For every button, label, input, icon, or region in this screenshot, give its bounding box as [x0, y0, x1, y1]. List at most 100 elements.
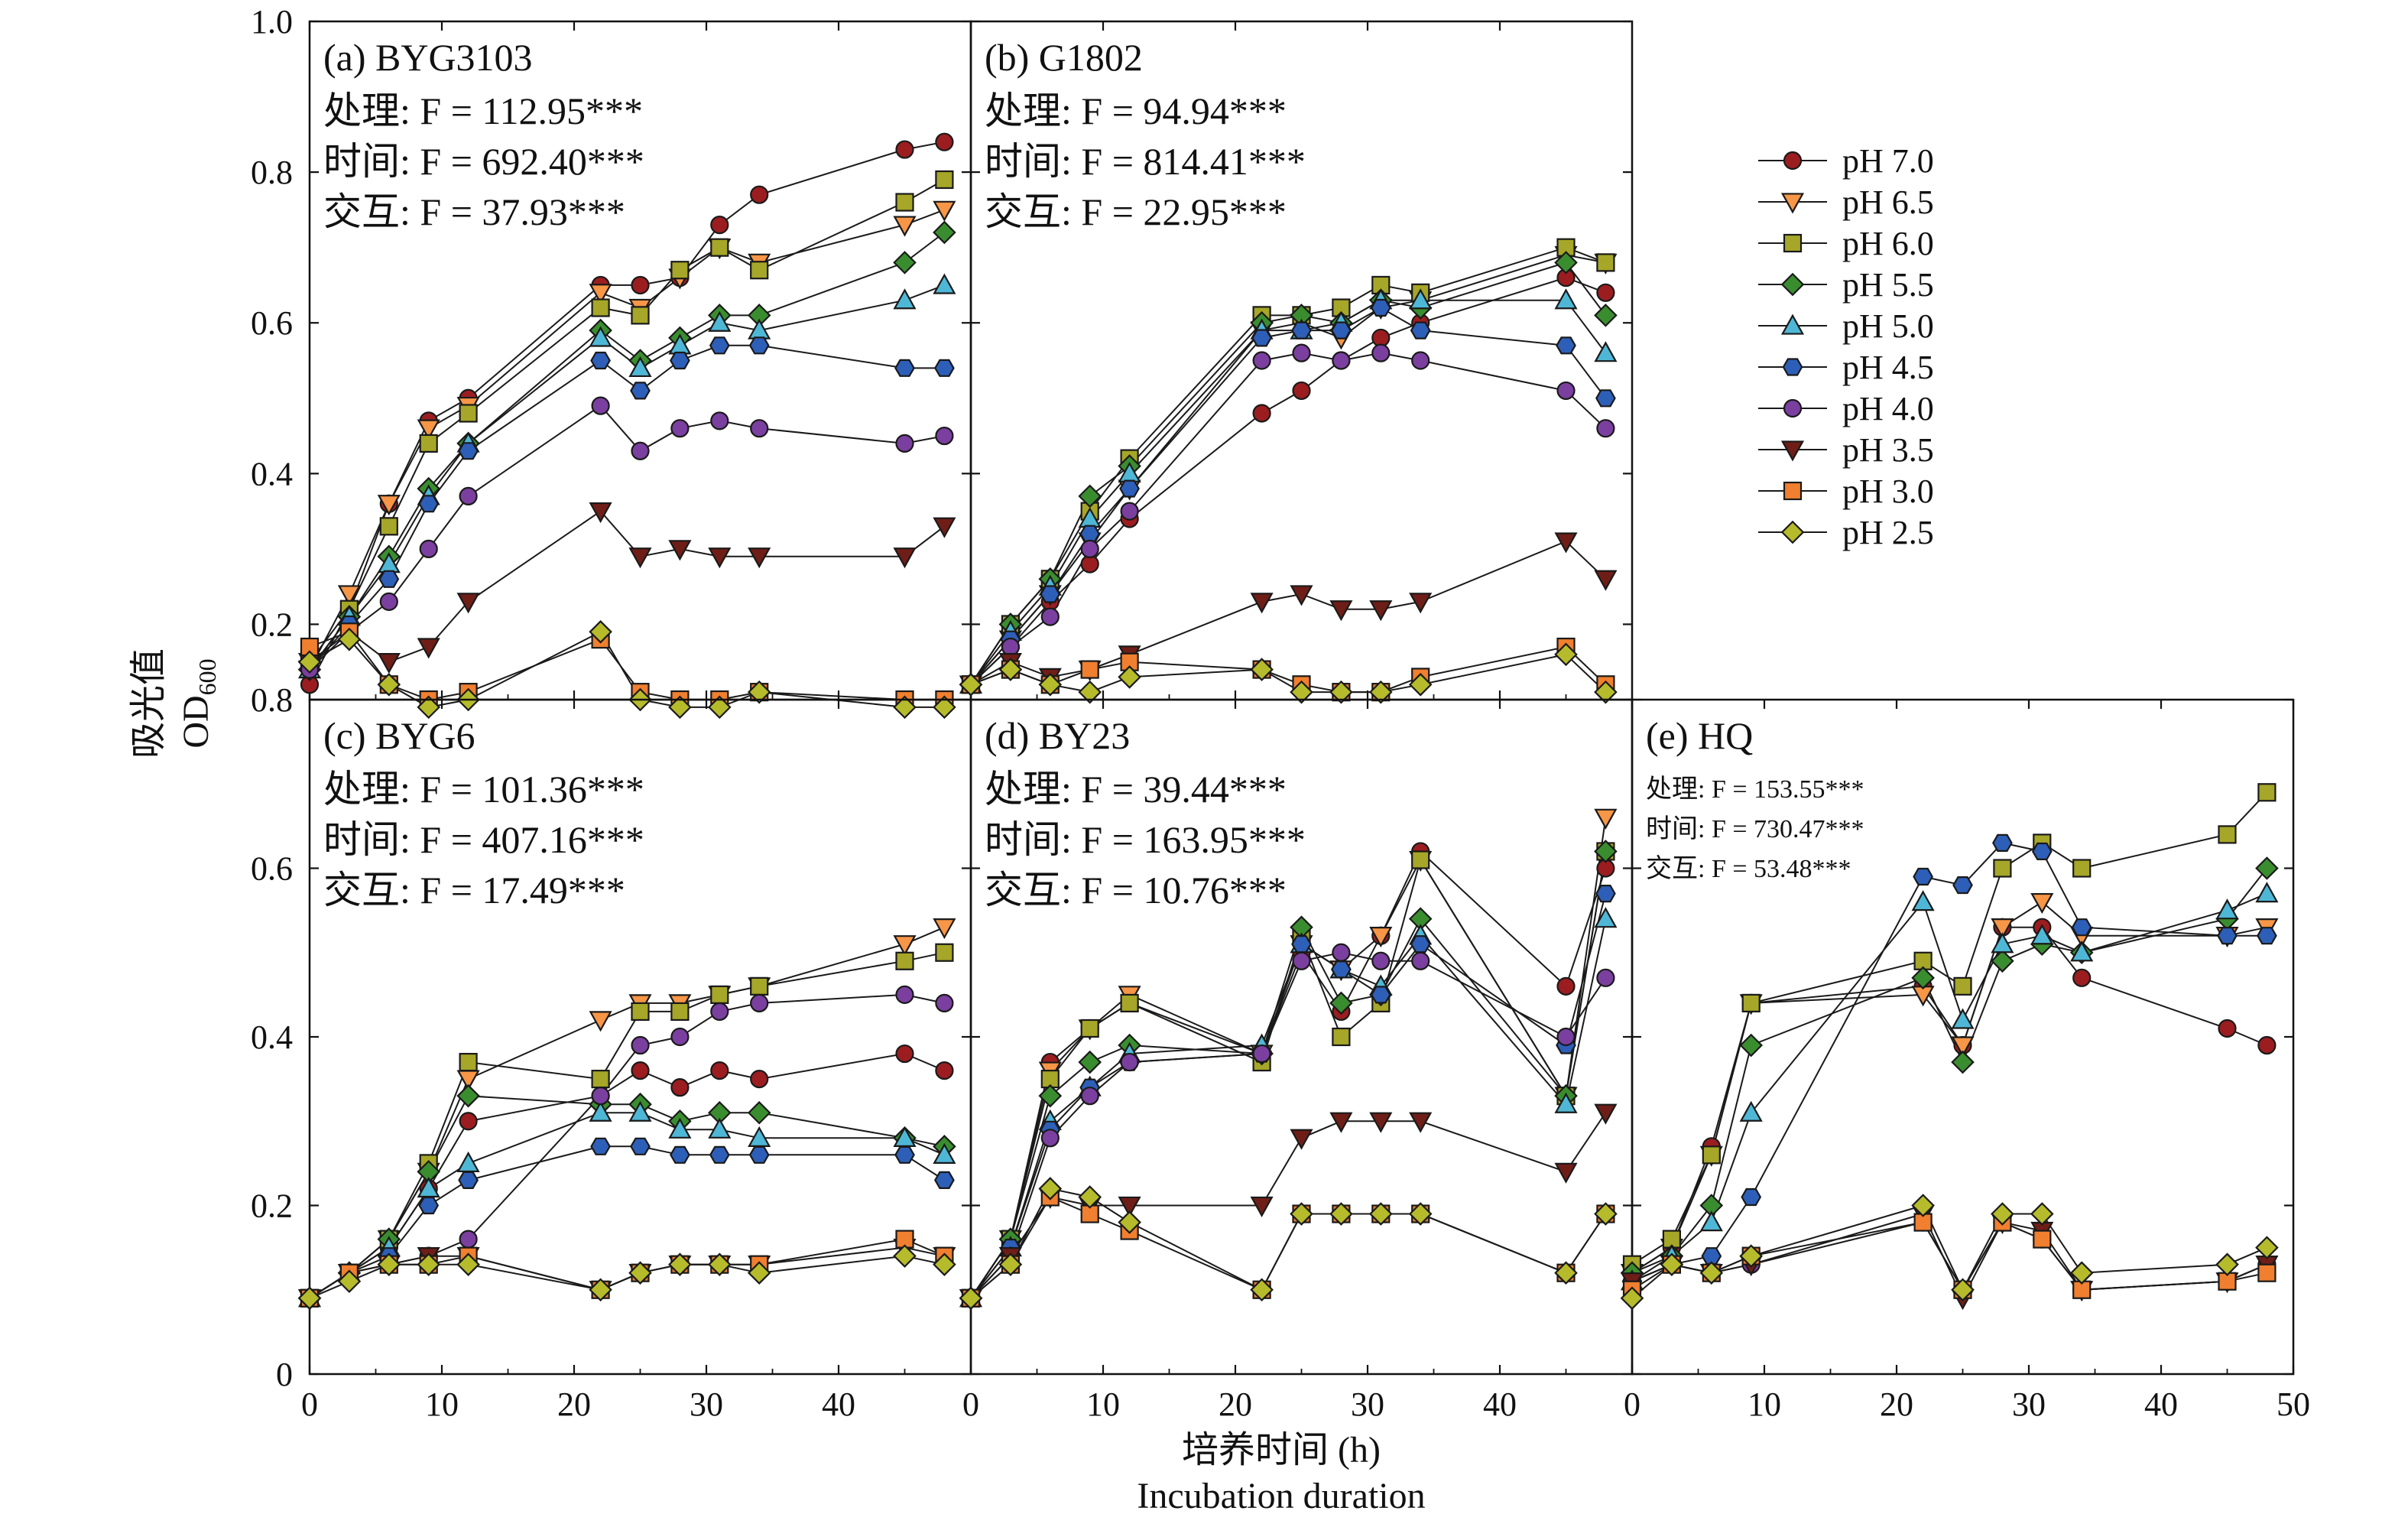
- data-point: [670, 261, 690, 280]
- data-point: [1291, 321, 1312, 340]
- data-point: [933, 517, 956, 538]
- data-point: [1120, 993, 1139, 1013]
- data-point: [747, 1100, 771, 1125]
- data-point: [459, 404, 478, 423]
- legend-marker: [1783, 481, 1803, 501]
- data-point: [1038, 1177, 1063, 1200]
- x-tick-label: 30: [690, 1386, 723, 1423]
- x-tick-label: 30: [2012, 1386, 2046, 1423]
- data-point: [893, 547, 917, 569]
- legend-label: pH 4.0: [1842, 390, 1934, 427]
- data-point: [1329, 1112, 1353, 1133]
- data-point: [630, 382, 651, 400]
- data-point: [1118, 665, 1141, 689]
- x-tick-label: 20: [557, 1386, 591, 1423]
- data-point: [1292, 343, 1311, 362]
- data-point: [631, 441, 650, 460]
- data-point: [998, 1252, 1023, 1276]
- data-point: [458, 442, 479, 460]
- data-point: [894, 359, 915, 377]
- data-point: [459, 486, 478, 506]
- series-line: [309, 1145, 945, 1299]
- x-tick-label: 20: [1219, 1386, 1252, 1423]
- data-point: [2217, 927, 2238, 945]
- legend-label: pH 4.5: [1842, 349, 1934, 386]
- x-tick-label: 40: [2144, 1386, 2178, 1423]
- data-point: [1554, 532, 1578, 554]
- data-point: [747, 1261, 771, 1285]
- x-tick-label: 40: [822, 1386, 855, 1423]
- data-point: [458, 1171, 479, 1190]
- data-point: [589, 1011, 612, 1032]
- data-point: [591, 1070, 610, 1089]
- data-point: [1369, 600, 1393, 622]
- data-point: [933, 220, 956, 245]
- data-point: [1594, 570, 1618, 591]
- series-line: [970, 246, 1606, 685]
- series-line: [970, 850, 1607, 1299]
- data-point: [1699, 1261, 1724, 1285]
- data-point: [893, 288, 917, 310]
- data-point: [1556, 1027, 1576, 1047]
- panel-stat: 时间: F = 163.95***: [985, 818, 1306, 861]
- data-point: [2030, 892, 2054, 915]
- data-point: [589, 1100, 612, 1122]
- legend-marker: [1783, 398, 1803, 418]
- data-point: [1620, 1286, 1644, 1311]
- data-point: [418, 1196, 440, 1215]
- legend-marker: [1780, 520, 1805, 544]
- legend-label: pH 5.5: [1842, 266, 1934, 304]
- data-point: [710, 985, 729, 1004]
- data-point: [1290, 585, 1313, 606]
- data-point: [1410, 321, 1431, 340]
- data-point: [1120, 1052, 1139, 1072]
- series-line: [970, 851, 1607, 1299]
- legend-marker: [1783, 151, 1803, 171]
- data-point: [1951, 1036, 1975, 1058]
- data-point: [456, 1252, 480, 1276]
- data-point: [459, 1112, 478, 1131]
- data-point: [2257, 783, 2277, 802]
- data-point: [748, 1145, 770, 1164]
- data-point: [1250, 593, 1274, 614]
- panel-stat: 交互: F = 17.49***: [323, 869, 625, 911]
- data-point: [456, 1084, 480, 1108]
- data-point: [895, 951, 914, 970]
- data-point: [1594, 808, 1618, 830]
- y-tick-label: 0.2: [251, 606, 293, 643]
- data-point: [1953, 976, 1972, 996]
- data-point: [2031, 842, 2053, 861]
- data-point: [1370, 986, 1391, 1004]
- data-point: [895, 140, 914, 159]
- series-line: [309, 284, 945, 671]
- legend-item: pH 5.5: [1758, 266, 1934, 304]
- y-tick-label: 0: [276, 1356, 293, 1393]
- data-point: [1118, 1210, 1141, 1234]
- data-point: [1594, 680, 1618, 704]
- x-axis-title-cn: 培养时间 (h): [1182, 1430, 1381, 1470]
- x-tick-label: 40: [1483, 1386, 1517, 1423]
- data-point: [1594, 840, 1618, 863]
- data-point: [708, 1117, 732, 1139]
- data-point: [2255, 856, 2279, 880]
- data-point: [419, 539, 438, 558]
- data-point: [377, 1252, 401, 1276]
- data-point: [933, 273, 956, 294]
- data-point: [1408, 672, 1433, 697]
- data-point: [377, 653, 401, 674]
- data-point: [589, 1278, 612, 1302]
- legend-item: pH 2.5: [1758, 514, 1934, 551]
- data-point: [895, 193, 914, 212]
- data-point: [2218, 825, 2237, 844]
- data-point: [456, 593, 480, 614]
- legend-label: pH 5.0: [1842, 307, 1934, 345]
- data-point: [589, 619, 612, 644]
- series-line: [309, 631, 945, 701]
- panel-stat: 处理: F = 153.55***: [1646, 775, 1864, 804]
- series-line: [309, 179, 945, 663]
- data-point: [1329, 991, 1353, 1015]
- data-point: [1250, 1278, 1274, 1302]
- series-line: [970, 254, 1606, 685]
- data-point: [1371, 951, 1391, 970]
- data-point: [631, 1061, 650, 1080]
